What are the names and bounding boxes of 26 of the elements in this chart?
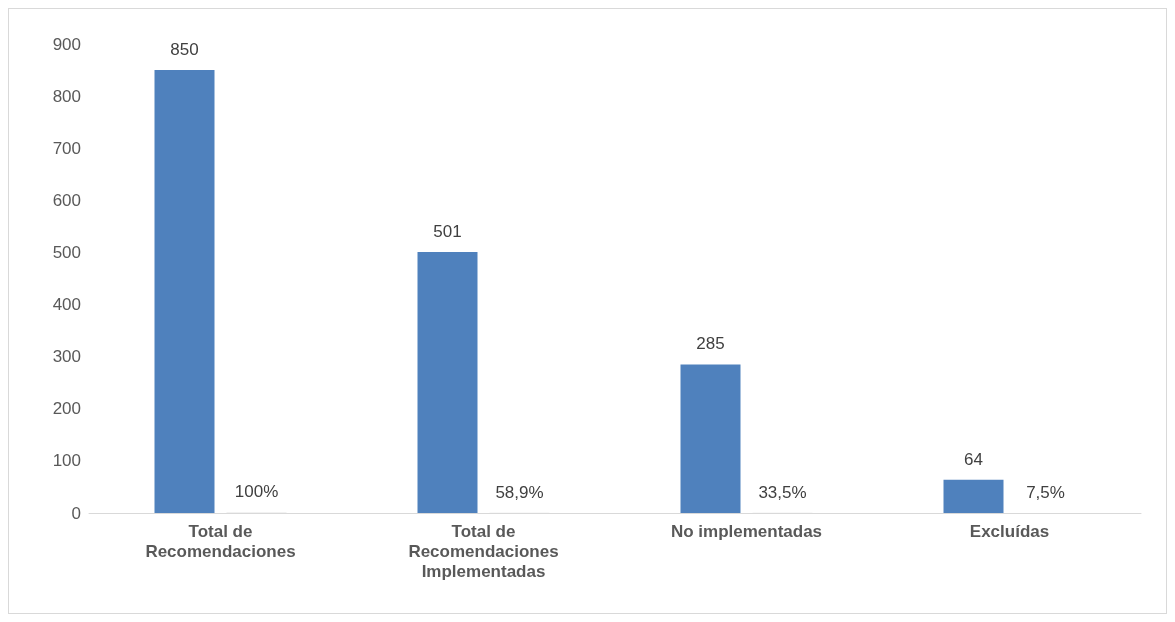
data-label: 285 bbox=[696, 334, 725, 354]
x-tick-label: No implementadas bbox=[670, 521, 823, 541]
x-tick-label: Total de Recomendaciones bbox=[145, 521, 296, 561]
bar bbox=[417, 251, 478, 513]
y-tick-label: 900 bbox=[52, 34, 81, 54]
data-label: 501 bbox=[433, 221, 462, 241]
data-label: 33,5% bbox=[758, 482, 807, 502]
bar bbox=[943, 479, 1004, 513]
data-label: 850 bbox=[170, 40, 199, 60]
y-tick-label: 0 bbox=[71, 503, 81, 523]
data-label: 64 bbox=[964, 449, 983, 469]
x-tick-label: Total de Recomendaciones Implementadas bbox=[408, 521, 559, 581]
x-tick-label: Excluídas bbox=[969, 521, 1050, 541]
y-tick-label: 800 bbox=[52, 86, 81, 106]
y-tick-label: 300 bbox=[52, 347, 81, 367]
y-tick-label: 100 bbox=[52, 451, 81, 471]
bar bbox=[154, 70, 215, 513]
y-tick-label: 400 bbox=[52, 295, 81, 315]
data-label: 58,9% bbox=[495, 482, 544, 502]
data-label: 100% bbox=[234, 482, 279, 502]
bar bbox=[680, 364, 741, 513]
y-tick-label: 500 bbox=[52, 242, 81, 262]
y-tick-label: 700 bbox=[52, 138, 81, 158]
y-tick-label: 600 bbox=[52, 190, 81, 210]
data-label: 7,5% bbox=[1026, 482, 1065, 502]
y-tick-label: 200 bbox=[52, 399, 81, 419]
